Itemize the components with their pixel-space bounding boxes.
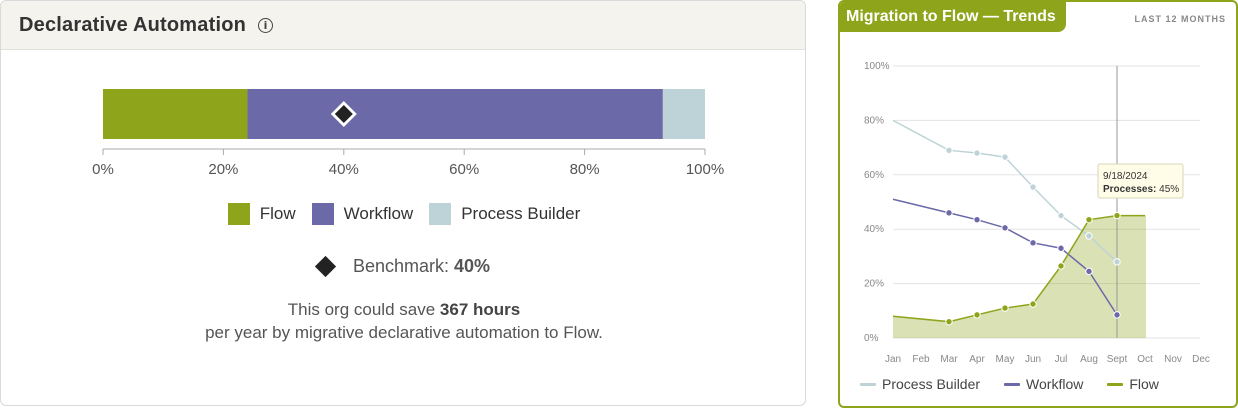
trend-legend-flow: Flow xyxy=(1107,376,1159,392)
bar-segment-process-builder xyxy=(662,89,705,139)
trend-legend-label: Process Builder xyxy=(882,376,981,392)
bar-tick-label: 80% xyxy=(570,161,600,178)
process-builder-point xyxy=(973,149,981,157)
x-tick-label: Sept xyxy=(1107,354,1128,365)
bar-segment-workflow xyxy=(247,89,663,139)
x-tick-label: Dec xyxy=(1192,354,1210,365)
x-tick-label: Nov xyxy=(1164,354,1182,365)
workflow-line-icon xyxy=(1004,382,1021,386)
x-tick-label: Jan xyxy=(885,354,901,365)
card-title: Declarative Automation xyxy=(19,13,247,36)
workflow-point xyxy=(973,215,981,224)
workflow-swatch xyxy=(311,203,334,225)
declarative-automation-card: Declarative Automation i 0% 20% 40% 60% 80% 1… xyxy=(0,0,806,406)
x-tick-label: Mar xyxy=(940,354,958,365)
workflow-point xyxy=(1001,224,1009,232)
migration-trends-card: 0% 20% 40% 60% 80% 100% Jan Feb Mar Apr May Jun Jul A… xyxy=(838,0,1238,408)
flow-point xyxy=(1085,215,1093,224)
process-builder-point xyxy=(945,146,953,155)
y-tick-label: 0% xyxy=(864,333,879,344)
workflow-point xyxy=(1085,267,1093,276)
y-tick-label: 100% xyxy=(864,61,890,72)
trend-legend: Process Builder Workflow Flow xyxy=(860,376,1159,392)
stacked-bar-chart: 0% 20% 40% 60% 80% 100% xyxy=(92,89,724,178)
y-tick-label: 60% xyxy=(864,170,884,181)
trend-line-chart: 0% 20% 40% 60% 80% 100% Jan Feb Mar Apr May Jun Jul A… xyxy=(864,61,1210,365)
process-builder-point xyxy=(1057,211,1065,220)
process-builder-line xyxy=(892,119,1118,263)
y-tick-label: 40% xyxy=(864,224,884,235)
tooltip: 9/18/2024 Processes: 45% xyxy=(1097,163,1184,199)
tooltip-value: Processes: 45% xyxy=(1103,184,1179,195)
x-tick-label: Jul xyxy=(1055,354,1068,365)
process-builder-point xyxy=(1113,258,1121,266)
trend-legend-workflow: Workflow xyxy=(1004,376,1083,392)
process-builder-line-icon xyxy=(860,382,876,386)
y-tick-label: 80% xyxy=(864,115,884,126)
bar-legend: Flow Workflow Process Builder xyxy=(1,203,805,225)
benchmark-row: Benchmark: 40% xyxy=(1,255,805,278)
legend-item-flow: Flow xyxy=(227,203,296,225)
benchmark-label: Benchmark: 40% xyxy=(352,256,491,276)
legend-item-process-builder: Process Builder xyxy=(429,203,580,225)
flow-swatch xyxy=(227,203,250,225)
legend-item-workflow: Workflow xyxy=(311,203,414,225)
workflow-point xyxy=(1057,244,1065,252)
info-icon[interactable]: i xyxy=(258,17,274,33)
bar-tick-label: 0% xyxy=(92,161,114,178)
flow-line-icon xyxy=(1107,382,1124,386)
workflow-line xyxy=(892,198,1118,316)
flow-point xyxy=(1113,211,1121,220)
process-builder-point xyxy=(1085,232,1093,240)
savings-note: This org could save 367 hours per year b… xyxy=(205,300,603,342)
trends-title: Migration to Flow — Trends xyxy=(840,2,1066,32)
flow-point xyxy=(1001,304,1009,312)
legend-label-flow: Flow xyxy=(259,204,296,223)
x-tick-label: Aug xyxy=(1080,354,1098,365)
trend-legend-label: Flow xyxy=(1129,376,1159,392)
flow-point xyxy=(1029,300,1037,308)
workflow-point xyxy=(945,209,953,217)
x-tick-label: Oct xyxy=(1137,354,1153,365)
y-tick-label: 20% xyxy=(864,279,884,290)
x-tick-label: Feb xyxy=(912,354,930,365)
bar-tick-label: 20% xyxy=(208,161,238,178)
legend-label-process-builder: Process Builder xyxy=(461,204,581,223)
bar-tick-label: 60% xyxy=(449,161,479,178)
trend-legend-process-builder: Process Builder xyxy=(860,376,980,392)
flow-area xyxy=(893,215,1146,338)
x-tick-label: Jun xyxy=(1025,354,1041,365)
benchmark-value: 40% xyxy=(454,256,491,276)
tooltip-box xyxy=(1097,163,1184,199)
process-builder-point xyxy=(1029,183,1037,191)
process-builder-point xyxy=(1001,153,1009,161)
tooltip-date: 9/18/2024 xyxy=(1103,171,1148,182)
workflow-point xyxy=(1029,239,1037,247)
workflow-point xyxy=(1113,311,1121,319)
x-tick-label: May xyxy=(996,354,1015,365)
flow-point xyxy=(973,311,981,319)
savings-hours: 367 hours xyxy=(439,300,521,319)
card-header: Declarative Automation i xyxy=(1,1,805,50)
benchmark-marker xyxy=(334,105,353,123)
bar-tick-label: 40% xyxy=(329,161,359,178)
flow-point xyxy=(1057,262,1065,270)
process-builder-swatch xyxy=(429,203,452,225)
trend-legend-label: Workflow xyxy=(1026,376,1084,392)
bar-tick-label: 100% xyxy=(686,161,724,178)
flow-point xyxy=(945,317,953,326)
legend-label-workflow: Workflow xyxy=(343,204,414,223)
bar-segment-flow xyxy=(103,89,248,139)
period-label: LAST 12 MONTHS xyxy=(1134,14,1226,24)
x-tick-label: Apr xyxy=(969,354,985,365)
benchmark-diamond-icon xyxy=(314,255,337,278)
